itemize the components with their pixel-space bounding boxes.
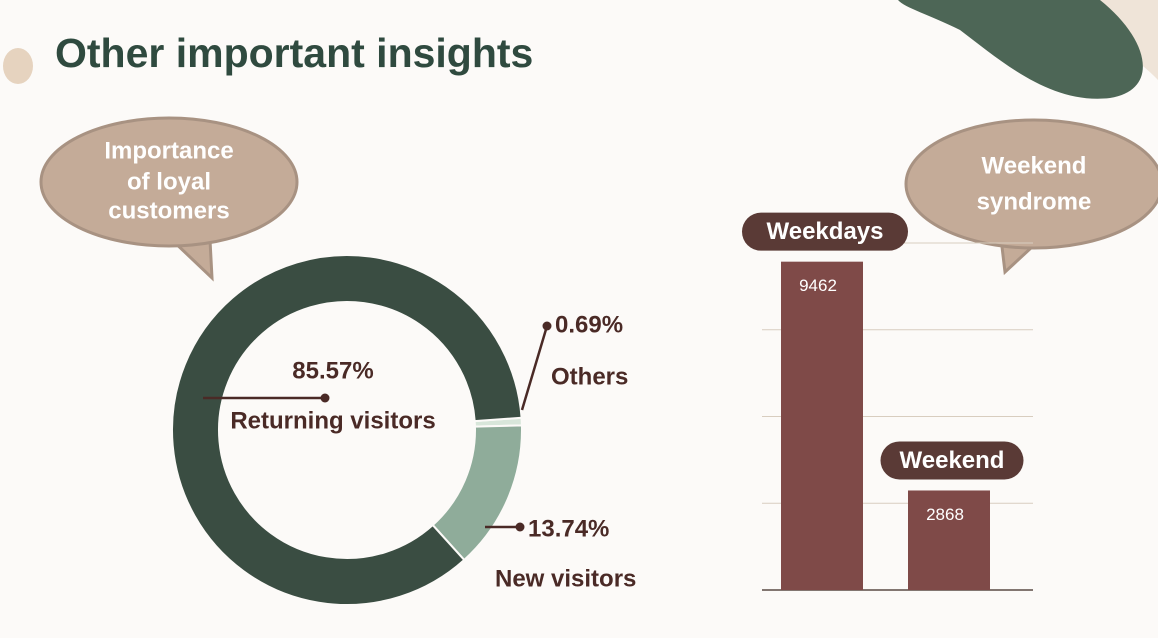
callout-bubble xyxy=(39,116,299,248)
title: Other important insights xyxy=(55,30,533,76)
donut-segment xyxy=(171,254,523,606)
value-label: 13.74% xyxy=(528,515,609,542)
value-label: 85.57% xyxy=(292,357,373,384)
leader-dot xyxy=(320,393,330,403)
category-label: Weekend xyxy=(900,447,1005,474)
value-label: 0.69% xyxy=(555,311,623,338)
value-label: 9462 xyxy=(799,276,837,295)
category-pill xyxy=(742,212,908,251)
callout-text: customers xyxy=(108,197,229,224)
bar xyxy=(781,261,863,590)
category-label: Returning visitors xyxy=(230,407,435,434)
category-pill xyxy=(880,441,1024,480)
leader-dot xyxy=(542,321,552,331)
leader-line xyxy=(520,325,549,411)
callout-bubble xyxy=(904,118,1158,250)
category-label: Weekdays xyxy=(767,218,884,245)
bar xyxy=(908,490,990,590)
callout-left: Importance of loyal customers xyxy=(39,116,299,282)
value-label: 2868 xyxy=(926,505,964,524)
decor-dot xyxy=(3,48,33,84)
decor-blob-dark xyxy=(898,0,1143,99)
category-label: New visitors xyxy=(495,565,636,592)
callout-text: Weekend xyxy=(982,152,1087,179)
category-label: Others xyxy=(551,363,628,390)
leader-dot xyxy=(515,522,525,532)
callout-text: syndrome xyxy=(977,188,1092,215)
callout-right: Weekend syndrome xyxy=(904,118,1158,276)
charts: 85.57% Returning visitors 13.74% New visito… xyxy=(171,212,1033,606)
callout-text: of loyal xyxy=(127,168,211,195)
callout-text: Importance xyxy=(104,137,233,164)
